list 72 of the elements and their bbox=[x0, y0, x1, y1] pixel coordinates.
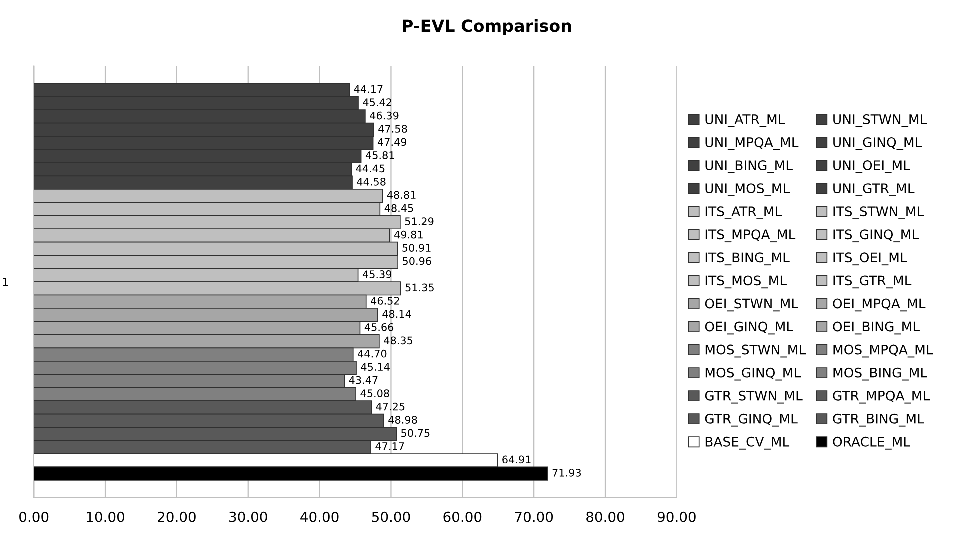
legend-label: ITS_MOS_ML bbox=[706, 276, 787, 289]
legend-label: UNI_STWN_ML bbox=[834, 114, 928, 128]
data-label: 64.91 bbox=[502, 456, 531, 464]
x-tick-label: 20.00 bbox=[158, 512, 196, 522]
data-label: 45.81 bbox=[366, 152, 394, 160]
y-tick-label: 1 bbox=[3, 278, 8, 286]
data-label: 50.91 bbox=[402, 244, 431, 252]
data-label: 51.29 bbox=[405, 218, 434, 226]
chart-title: P-EVL Comparison bbox=[403, 19, 572, 36]
legend-label: ITS_GINQ_ML bbox=[834, 230, 920, 243]
legend-label: ITS_OEI_ML bbox=[834, 252, 908, 266]
data-label: 44.45 bbox=[356, 164, 385, 173]
x-tick-label: 80.00 bbox=[586, 512, 624, 522]
data-label: 45.39 bbox=[362, 270, 392, 278]
data-label: 50.96 bbox=[403, 257, 432, 266]
data-label: 47.25 bbox=[376, 402, 405, 411]
data-label: 46.52 bbox=[371, 297, 400, 305]
data-label: 49.81 bbox=[394, 230, 423, 239]
legend-label: ITS_MPQA_ML bbox=[706, 230, 796, 243]
legend-label: ORACLE_ML bbox=[833, 436, 910, 450]
legend-label: UNI_GINQ_ML bbox=[834, 138, 922, 150]
data-label: 45.14 bbox=[361, 363, 390, 372]
data-label: 48.35 bbox=[384, 336, 413, 345]
data-label: 47.49 bbox=[378, 138, 407, 146]
legend-label: OEI_MPQA_ML bbox=[833, 298, 926, 312]
data-label: 48.45 bbox=[384, 204, 414, 212]
data-label: 43.47 bbox=[349, 376, 378, 384]
legend-label: GTR_STWN_ML bbox=[705, 390, 803, 404]
legend-label: ITS_GTR_ML bbox=[834, 276, 912, 289]
legend-label: UNI_BING_ML bbox=[706, 160, 793, 174]
legend-label: UNI_ATR_ML bbox=[706, 114, 786, 128]
legend-label: MOS_MPQA_ML bbox=[834, 344, 934, 358]
legend-label: UNI_OEI_ML bbox=[834, 160, 910, 174]
data-label: 48.14 bbox=[382, 310, 412, 318]
x-tick-label: 60.00 bbox=[444, 512, 482, 522]
legend-label: MOS_BING_ML bbox=[834, 368, 928, 381]
legend-label: GTR_GINQ_ML bbox=[705, 414, 798, 427]
x-tick-label: 40.00 bbox=[300, 512, 339, 522]
legend-label: MOS_GINQ_ML bbox=[706, 368, 802, 381]
x-tick-label: 50.00 bbox=[372, 512, 410, 522]
legend-label: UNI_MPQA_ML bbox=[706, 138, 799, 150]
legend-label: OEI_GINQ_ML bbox=[705, 322, 794, 335]
data-label: 47.17 bbox=[376, 442, 404, 450]
data-label: 44.17 bbox=[354, 86, 383, 94]
legend-label: ITS_STWN_ML bbox=[834, 206, 924, 220]
data-label: 48.98 bbox=[388, 416, 418, 424]
legend-label: UNI_GTR_ML bbox=[834, 184, 915, 196]
legend-label: BASE_CV_ML bbox=[706, 436, 790, 450]
legend-label: UNI_MOS_ML bbox=[706, 184, 790, 196]
data-label: 45.66 bbox=[364, 323, 394, 332]
x-tick-label: 10.00 bbox=[87, 512, 124, 522]
x-tick-label: 30.00 bbox=[230, 512, 268, 522]
data-label: 45.42 bbox=[363, 98, 392, 106]
data-label: 46.39 bbox=[370, 112, 399, 120]
data-label: 71.93 bbox=[552, 468, 582, 477]
data-label: 44.58 bbox=[357, 178, 386, 186]
legend-label: GTR_BING_ML bbox=[833, 414, 924, 427]
data-label: 44.70 bbox=[358, 350, 387, 358]
x-tick-label: 70.00 bbox=[515, 512, 554, 522]
legend-label: OEI_STWN_ML bbox=[705, 298, 798, 312]
x-tick-label: 0.00 bbox=[20, 512, 49, 522]
legend-label: ITS_ATR_ML bbox=[706, 206, 782, 220]
data-label: 48.81 bbox=[387, 191, 416, 200]
legend-label: GTR_MPQA_ML bbox=[833, 390, 930, 404]
legend-label: MOS_STWN_ML bbox=[706, 344, 806, 358]
data-label: 50.75 bbox=[402, 429, 430, 438]
legend-label: ITS_BING_ML bbox=[706, 252, 790, 266]
data-label: 51.35 bbox=[406, 284, 434, 292]
data-label: 47.58 bbox=[378, 125, 408, 133]
data-label: 45.08 bbox=[360, 390, 390, 398]
x-tick-label: 90.00 bbox=[658, 512, 696, 522]
legend-label: OEI_BING_ML bbox=[833, 322, 920, 335]
